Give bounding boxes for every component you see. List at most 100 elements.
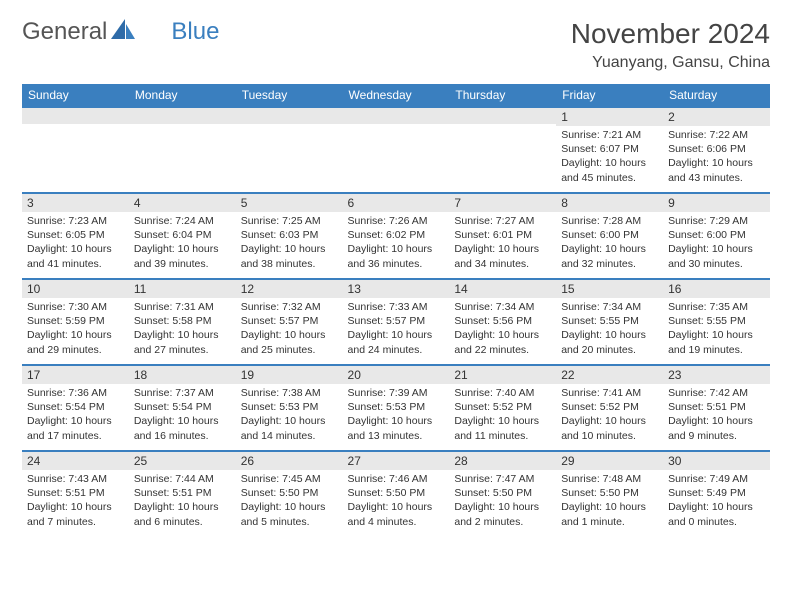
daylight-text: Daylight: 10 hours and 7 minutes. xyxy=(27,500,124,528)
day-cell: 3Sunrise: 7:23 AMSunset: 6:05 PMDaylight… xyxy=(22,193,129,279)
day-number: 15 xyxy=(556,280,663,298)
sunset-text: Sunset: 6:02 PM xyxy=(348,228,445,242)
week-row: 17Sunrise: 7:36 AMSunset: 5:54 PMDayligh… xyxy=(22,365,770,451)
day-number: 10 xyxy=(22,280,129,298)
daylight-text: Daylight: 10 hours and 10 minutes. xyxy=(561,414,658,442)
sunrise-text: Sunrise: 7:32 AM xyxy=(241,300,338,314)
sunrise-text: Sunrise: 7:21 AM xyxy=(561,128,658,142)
sunrise-text: Sunrise: 7:42 AM xyxy=(668,386,765,400)
day-content: Sunrise: 7:22 AMSunset: 6:06 PMDaylight:… xyxy=(663,126,770,189)
sunset-text: Sunset: 5:55 PM xyxy=(561,314,658,328)
daylight-text: Daylight: 10 hours and 13 minutes. xyxy=(348,414,445,442)
day-content: Sunrise: 7:30 AMSunset: 5:59 PMDaylight:… xyxy=(22,298,129,361)
sunset-text: Sunset: 5:51 PM xyxy=(134,486,231,500)
daylight-text: Daylight: 10 hours and 11 minutes. xyxy=(454,414,551,442)
day-header: Saturday xyxy=(663,84,770,107)
location: Yuanyang, Gansu, China xyxy=(571,54,770,72)
logo: General Blue xyxy=(22,18,219,46)
day-cell: 8Sunrise: 7:28 AMSunset: 6:00 PMDaylight… xyxy=(556,193,663,279)
day-number: 22 xyxy=(556,366,663,384)
sunrise-text: Sunrise: 7:23 AM xyxy=(27,214,124,228)
header: General Blue November 2024 Yuanyang, Gan… xyxy=(22,18,770,72)
day-cell: 15Sunrise: 7:34 AMSunset: 5:55 PMDayligh… xyxy=(556,279,663,365)
day-content: Sunrise: 7:21 AMSunset: 6:07 PMDaylight:… xyxy=(556,126,663,189)
sunrise-text: Sunrise: 7:34 AM xyxy=(454,300,551,314)
sunset-text: Sunset: 5:50 PM xyxy=(348,486,445,500)
calendar-table: Sunday Monday Tuesday Wednesday Thursday… xyxy=(22,84,770,537)
day-number: 30 xyxy=(663,452,770,470)
day-number: 9 xyxy=(663,194,770,212)
sunset-text: Sunset: 5:57 PM xyxy=(348,314,445,328)
sunset-text: Sunset: 5:50 PM xyxy=(241,486,338,500)
week-row: 10Sunrise: 7:30 AMSunset: 5:59 PMDayligh… xyxy=(22,279,770,365)
sunrise-text: Sunrise: 7:43 AM xyxy=(27,472,124,486)
sunset-text: Sunset: 6:03 PM xyxy=(241,228,338,242)
day-content: Sunrise: 7:27 AMSunset: 6:01 PMDaylight:… xyxy=(449,212,556,275)
day-cell: 25Sunrise: 7:44 AMSunset: 5:51 PMDayligh… xyxy=(129,451,236,537)
sunrise-text: Sunrise: 7:26 AM xyxy=(348,214,445,228)
day-number: 14 xyxy=(449,280,556,298)
day-number: 7 xyxy=(449,194,556,212)
sunrise-text: Sunrise: 7:31 AM xyxy=(134,300,231,314)
sunrise-text: Sunrise: 7:24 AM xyxy=(134,214,231,228)
sunset-text: Sunset: 5:59 PM xyxy=(27,314,124,328)
sunrise-text: Sunrise: 7:47 AM xyxy=(454,472,551,486)
sunrise-text: Sunrise: 7:33 AM xyxy=(348,300,445,314)
daylight-text: Daylight: 10 hours and 17 minutes. xyxy=(27,414,124,442)
day-content: Sunrise: 7:29 AMSunset: 6:00 PMDaylight:… xyxy=(663,212,770,275)
day-cell: 14 Sunrise: 7:34 AMSunset: 5:56 PMDayligh… xyxy=(449,279,556,365)
daylight-text: Daylight: 10 hours and 1 minute. xyxy=(561,500,658,528)
day-number: 27 xyxy=(343,452,450,470)
day-content: Sunrise: 7:37 AMSunset: 5:54 PMDaylight:… xyxy=(129,384,236,447)
daylight-text: Daylight: 10 hours and 5 minutes. xyxy=(241,500,338,528)
day-number: 1 xyxy=(556,108,663,126)
daylight-text: Daylight: 10 hours and 22 minutes. xyxy=(454,328,551,356)
day-number: 24 xyxy=(22,452,129,470)
daylight-text: Daylight: 10 hours and 6 minutes. xyxy=(134,500,231,528)
week-row: 1Sunrise: 7:21 AMSunset: 6:07 PMDaylight… xyxy=(22,107,770,193)
week-row: 3Sunrise: 7:23 AMSunset: 6:05 PMDaylight… xyxy=(22,193,770,279)
day-content: Sunrise: 7:42 AMSunset: 5:51 PMDaylight:… xyxy=(663,384,770,447)
day-cell: 2Sunrise: 7:22 AMSunset: 6:06 PMDaylight… xyxy=(663,107,770,193)
day-content: Sunrise: 7:41 AMSunset: 5:52 PMDaylight:… xyxy=(556,384,663,447)
sunset-text: Sunset: 5:51 PM xyxy=(668,400,765,414)
day-header: Friday xyxy=(556,84,663,107)
day-cell xyxy=(449,107,556,193)
day-cell xyxy=(343,107,450,193)
day-content: Sunrise: 7:38 AMSunset: 5:53 PMDaylight:… xyxy=(236,384,343,447)
sunset-text: Sunset: 5:53 PM xyxy=(348,400,445,414)
sunset-text: Sunset: 5:56 PM xyxy=(454,314,551,328)
day-cell xyxy=(236,107,343,193)
sunset-text: Sunset: 5:53 PM xyxy=(241,400,338,414)
day-number: 13 xyxy=(343,280,450,298)
sunrise-text: Sunrise: 7:38 AM xyxy=(241,386,338,400)
day-cell: 11Sunrise: 7:31 AMSunset: 5:58 PMDayligh… xyxy=(129,279,236,365)
day-cell: 28Sunrise: 7:47 AMSunset: 5:50 PMDayligh… xyxy=(449,451,556,537)
sunrise-text: Sunrise: 7:27 AM xyxy=(454,214,551,228)
daylight-text: Daylight: 10 hours and 14 minutes. xyxy=(241,414,338,442)
day-cell: 30Sunrise: 7:49 AMSunset: 5:49 PMDayligh… xyxy=(663,451,770,537)
daylight-text: Daylight: 10 hours and 19 minutes. xyxy=(668,328,765,356)
day-number xyxy=(22,108,129,124)
day-number: 3 xyxy=(22,194,129,212)
day-cell: 16Sunrise: 7:35 AMSunset: 5:55 PMDayligh… xyxy=(663,279,770,365)
logo-sail-icon xyxy=(111,19,137,46)
day-number: 21 xyxy=(449,366,556,384)
sunrise-text: Sunrise: 7:41 AM xyxy=(561,386,658,400)
day-content: Sunrise: 7:43 AMSunset: 5:51 PMDaylight:… xyxy=(22,470,129,533)
sunrise-text: Sunrise: 7:39 AM xyxy=(348,386,445,400)
day-content: Sunrise: 7:24 AMSunset: 6:04 PMDaylight:… xyxy=(129,212,236,275)
day-number: 18 xyxy=(129,366,236,384)
day-content: Sunrise: 7:31 AMSunset: 5:58 PMDaylight:… xyxy=(129,298,236,361)
day-cell: 9Sunrise: 7:29 AMSunset: 6:00 PMDaylight… xyxy=(663,193,770,279)
day-content: Sunrise: 7:23 AMSunset: 6:05 PMDaylight:… xyxy=(22,212,129,275)
day-content: Sunrise: 7:25 AMSunset: 6:03 PMDaylight:… xyxy=(236,212,343,275)
day-cell: 21Sunrise: 7:40 AMSunset: 5:52 PMDayligh… xyxy=(449,365,556,451)
daylight-text: Daylight: 10 hours and 4 minutes. xyxy=(348,500,445,528)
day-cell: 17Sunrise: 7:36 AMSunset: 5:54 PMDayligh… xyxy=(22,365,129,451)
sunrise-text: Sunrise: 7:22 AM xyxy=(668,128,765,142)
day-number: 28 xyxy=(449,452,556,470)
daylight-text: Daylight: 10 hours and 20 minutes. xyxy=(561,328,658,356)
day-header: Tuesday xyxy=(236,84,343,107)
daylight-text: Daylight: 10 hours and 0 minutes. xyxy=(668,500,765,528)
